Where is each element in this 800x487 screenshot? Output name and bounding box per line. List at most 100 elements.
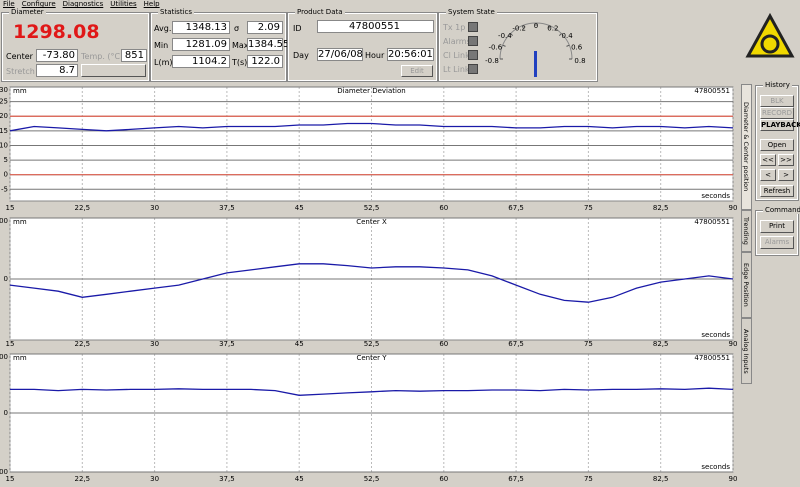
history-button[interactable]: >>: [778, 154, 794, 166]
x-tick-label: 90: [729, 204, 738, 212]
tab[interactable]: Trending: [741, 209, 752, 253]
indicator-led: [468, 36, 478, 46]
x-tick-label: 67,5: [508, 340, 524, 348]
system-state-panel: System State Tx 1p Alarms Cl Link Lt Link -…: [438, 8, 598, 82]
x-tick-label: 60: [439, 204, 448, 212]
label: Max: [232, 41, 249, 50]
y-tick-label: 25: [0, 98, 8, 106]
menu-item[interactable]: File: [3, 0, 15, 8]
label: Temp. (°C): [81, 52, 124, 61]
y-tick-label: 0: [4, 275, 8, 283]
label: Center: [6, 52, 33, 61]
diameter-value: 1298.08: [13, 21, 100, 43]
indicator-led: [468, 50, 478, 60]
gauge-tick: [558, 33, 562, 37]
x-tick-label: 52,5: [364, 204, 380, 212]
gauge-tick: [566, 44, 570, 47]
y-tick-label: 0: [4, 171, 8, 179]
history-button[interactable]: RECORD: [760, 107, 794, 119]
gauge-label: 0.8: [574, 57, 585, 65]
indicator-label: Cl Link: [443, 51, 470, 60]
history-button[interactable]: Open: [760, 139, 794, 151]
indicator-label: Alarms: [443, 37, 471, 46]
x-tick-label: 82,5: [653, 204, 669, 212]
indicator-led: [468, 64, 478, 74]
label: Min: [154, 41, 169, 50]
menu-item[interactable]: Help: [143, 0, 160, 8]
edit-button[interactable]: Edit: [401, 65, 433, 77]
unit-label: mm: [13, 354, 27, 362]
x-tick-label: 60: [439, 475, 448, 483]
menu-item[interactable]: Utilities: [110, 0, 137, 8]
l-field: 1104.2: [172, 55, 230, 68]
label: Hour: [365, 51, 385, 60]
sigma-field: 2.09: [247, 21, 283, 34]
gauge-tick: [521, 25, 524, 29]
menu-bar: File Configure Diagnostics Utilities Help: [3, 0, 167, 8]
x-tick-label: 22,5: [75, 340, 91, 348]
tab[interactable]: Diameter & Center position: [741, 84, 752, 210]
gauge-needle: [534, 51, 537, 77]
data-line: [9, 122, 734, 132]
history-button[interactable]: <: [760, 169, 776, 181]
x-tick-label: 75: [584, 204, 593, 212]
history-button[interactable]: PLAYBACK: [760, 119, 800, 131]
y-tick-label: 0: [4, 409, 8, 417]
x-tick-label: 37,5: [219, 475, 235, 483]
history-button[interactable]: BLK: [760, 95, 794, 107]
y-tick-label: -5: [1, 185, 8, 193]
label: σ: [234, 24, 240, 33]
x-tick-label: 60: [439, 340, 448, 348]
logo-ring: [760, 34, 780, 54]
history-button[interactable]: >: [778, 169, 794, 181]
chart-title: Center X: [356, 218, 387, 226]
hour-field: 20:56:01: [387, 48, 434, 61]
x-tick-label: 82,5: [653, 475, 669, 483]
chart-id: 47800551: [694, 87, 730, 95]
button[interactable]: [81, 64, 146, 77]
command-button[interactable]: Print: [760, 220, 794, 233]
menu-item[interactable]: Configure: [21, 0, 56, 8]
history-button[interactable]: <<: [760, 154, 776, 166]
x-tick-label: 45: [295, 475, 304, 483]
x-tick-label: 15: [6, 475, 15, 483]
gauge-tick: [510, 33, 514, 37]
x-tick-label: 45: [295, 204, 304, 212]
x-tick-label: 15: [6, 340, 15, 348]
x-tick-label: 90: [729, 475, 738, 483]
x-tick-label: 22,5: [75, 204, 91, 212]
chart-title: Diameter Deviation: [337, 87, 405, 95]
gauge-label: -0.2: [512, 24, 526, 32]
gauge-label: -0.6: [489, 44, 503, 52]
chart-id: 47800551: [694, 354, 730, 362]
command-button[interactable]: Alarms: [760, 236, 794, 249]
gauge-label: 0.6: [571, 44, 583, 52]
x-axis-label: seconds: [701, 192, 730, 200]
avg-field: 1348.13: [172, 21, 230, 34]
x-tick-label: 45: [295, 340, 304, 348]
label: ID: [293, 24, 302, 33]
y-tick-label: 100: [0, 217, 8, 225]
indicator-label: Tx 1p: [443, 23, 466, 32]
label: Avg.: [154, 24, 172, 33]
gauge-tick: [502, 44, 506, 47]
group-title: Command: [763, 206, 800, 214]
x-tick-label: 37,5: [219, 204, 235, 212]
chart-title: Center Y: [356, 354, 387, 362]
label: T(s): [232, 58, 248, 67]
min-field: 1281.09: [172, 38, 230, 51]
x-tick-label: 30: [150, 475, 159, 483]
tab[interactable]: Analog Inputs: [741, 318, 752, 384]
tab-strip: Diameter & Center position Trending Edge P…: [741, 84, 753, 384]
panel-title: Product Data: [295, 8, 345, 16]
tab[interactable]: Edge Position: [741, 252, 752, 319]
x-tick-label: 90: [729, 340, 738, 348]
command-group: Command Print Alarms: [755, 206, 800, 256]
center-field: -73.80: [36, 49, 78, 62]
gauge-label: -0.8: [485, 57, 499, 65]
menu-item[interactable]: Diagnostics: [62, 0, 104, 8]
x-axis-label: seconds: [701, 331, 730, 339]
history-button[interactable]: Refresh: [760, 185, 794, 197]
gauge-tick: [548, 25, 551, 29]
